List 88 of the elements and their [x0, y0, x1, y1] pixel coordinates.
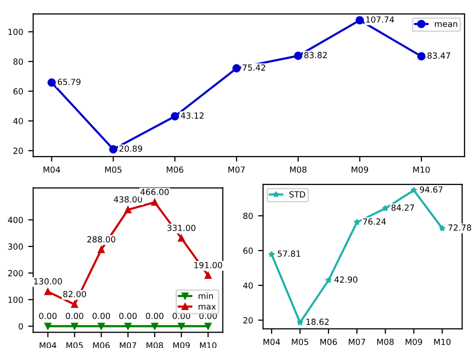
point: [71, 300, 78, 308]
point: [71, 322, 78, 330]
point: [204, 322, 212, 330]
data-label: 331.00: [167, 224, 196, 232]
x-tick-label: M09: [406, 338, 422, 346]
point: [178, 322, 185, 330]
data-label: 0.00: [66, 312, 84, 320]
x-tick-label: M08: [290, 166, 306, 173]
point: [354, 218, 360, 226]
point: [48, 78, 56, 87]
y-tick-label: 80: [13, 58, 23, 65]
y-tick-label: 80: [243, 212, 253, 220]
legend-label: min: [198, 292, 213, 299]
y-tick-label: 400: [8, 216, 23, 224]
data-label: 84.27: [391, 204, 414, 211]
point: [44, 288, 52, 296]
x-tick-label: M07: [228, 166, 245, 173]
y-tick-label: 60: [13, 88, 23, 94]
point: [204, 272, 212, 279]
x-tick-label: M06: [320, 338, 337, 346]
y-tick-label: 200: [8, 270, 23, 276]
data-label: 0.00: [119, 312, 137, 320]
point: [410, 186, 418, 194]
data-label: 76.24: [363, 218, 386, 225]
point: [124, 322, 132, 330]
y-tick-label: 100: [8, 296, 23, 303]
x-tick-label: M09: [352, 166, 368, 173]
data-label: 0.00: [92, 312, 110, 320]
data-label: 191.00: [194, 262, 222, 268]
x-tick-label: M07: [348, 338, 366, 346]
x-tick-label: M06: [166, 166, 184, 173]
data-label: 75.42: [242, 64, 266, 71]
point: [124, 206, 132, 214]
data-label: 43.12: [180, 112, 204, 119]
point: [438, 224, 446, 232]
point: [356, 16, 364, 24]
data-label: 0.00: [39, 312, 57, 320]
y-tick-label: 300: [8, 243, 23, 250]
point: [44, 322, 52, 330]
point: [268, 250, 275, 258]
point: [417, 52, 426, 60]
point: [178, 234, 185, 242]
data-label: 82.00: [63, 290, 86, 298]
legend-label: STD: [289, 191, 306, 198]
y-tick-label: 20: [13, 148, 23, 154]
data-label: 466.00: [140, 188, 169, 196]
point: [170, 112, 180, 120]
legend-label: max: [198, 304, 216, 310]
x-tick-label: M05: [292, 338, 308, 346]
point: [98, 246, 105, 254]
point: [109, 145, 118, 154]
y-tick-label: 20: [243, 317, 253, 324]
data-label: 57.81: [278, 250, 300, 257]
x-tick-label: M10: [434, 338, 451, 346]
x-tick-label: M05: [105, 166, 122, 173]
data-label: 83.47: [428, 52, 450, 59]
legend-label: mean: [434, 22, 458, 28]
x-tick-label: M08: [377, 338, 394, 346]
data-label: 65.79: [58, 78, 80, 86]
data-label: 18.62: [306, 318, 329, 325]
data-label: 0.00: [199, 312, 217, 320]
data-label: 94.67: [420, 186, 442, 193]
point: [296, 319, 304, 326]
data-label: 83.82: [304, 52, 327, 58]
data-label: 288.00: [87, 236, 116, 242]
data-label: 42.90: [334, 276, 358, 283]
y-tick-label: 60: [243, 248, 253, 254]
point: [98, 322, 105, 330]
data-label: 72.78: [448, 224, 472, 231]
data-label: 107.74: [366, 16, 394, 23]
point: [294, 52, 302, 60]
x-tick-label: M10: [413, 166, 430, 173]
data-label: 0.00: [172, 312, 190, 320]
point: [382, 204, 389, 212]
point: [232, 64, 241, 72]
data-label: 0.00: [146, 312, 164, 320]
x-tick-label: M04: [44, 166, 60, 173]
point: [151, 198, 158, 206]
y-tick-label: 40: [13, 118, 23, 124]
point: [151, 322, 158, 330]
y-tick-label: 40: [243, 282, 253, 289]
data-label: 20.89: [119, 145, 142, 152]
point: [325, 276, 332, 284]
x-tick-label: M04: [264, 338, 280, 346]
data-label: 130.00: [34, 278, 62, 284]
y-tick-label: 0: [18, 323, 23, 330]
y-tick-label: 100: [8, 28, 23, 36]
data-label: 438.00: [114, 196, 142, 203]
